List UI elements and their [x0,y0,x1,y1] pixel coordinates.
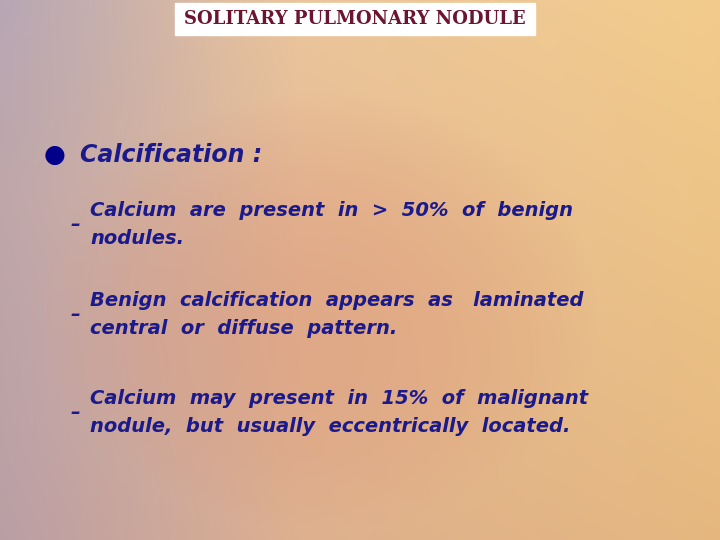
Text: –: – [70,306,80,325]
Text: –: – [70,215,80,234]
Text: Calcium  are  present  in  >  50%  of  benign
nodules.: Calcium are present in > 50% of benign n… [90,201,573,248]
Text: ●: ● [44,143,66,167]
Text: –: – [70,402,80,422]
FancyBboxPatch shape [175,3,535,35]
Text: Calcium  may  present  in  15%  of  malignant
nodule,  but  usually  eccentrical: Calcium may present in 15% of malignant … [90,388,588,435]
Text: Benign  calcification  appears  as   laminated
central  or  diffuse  pattern.: Benign calcification appears as laminate… [90,292,583,339]
Text: SOLITARY PULMONARY NODULE: SOLITARY PULMONARY NODULE [184,10,526,28]
Text: Calcification :: Calcification : [80,143,262,167]
